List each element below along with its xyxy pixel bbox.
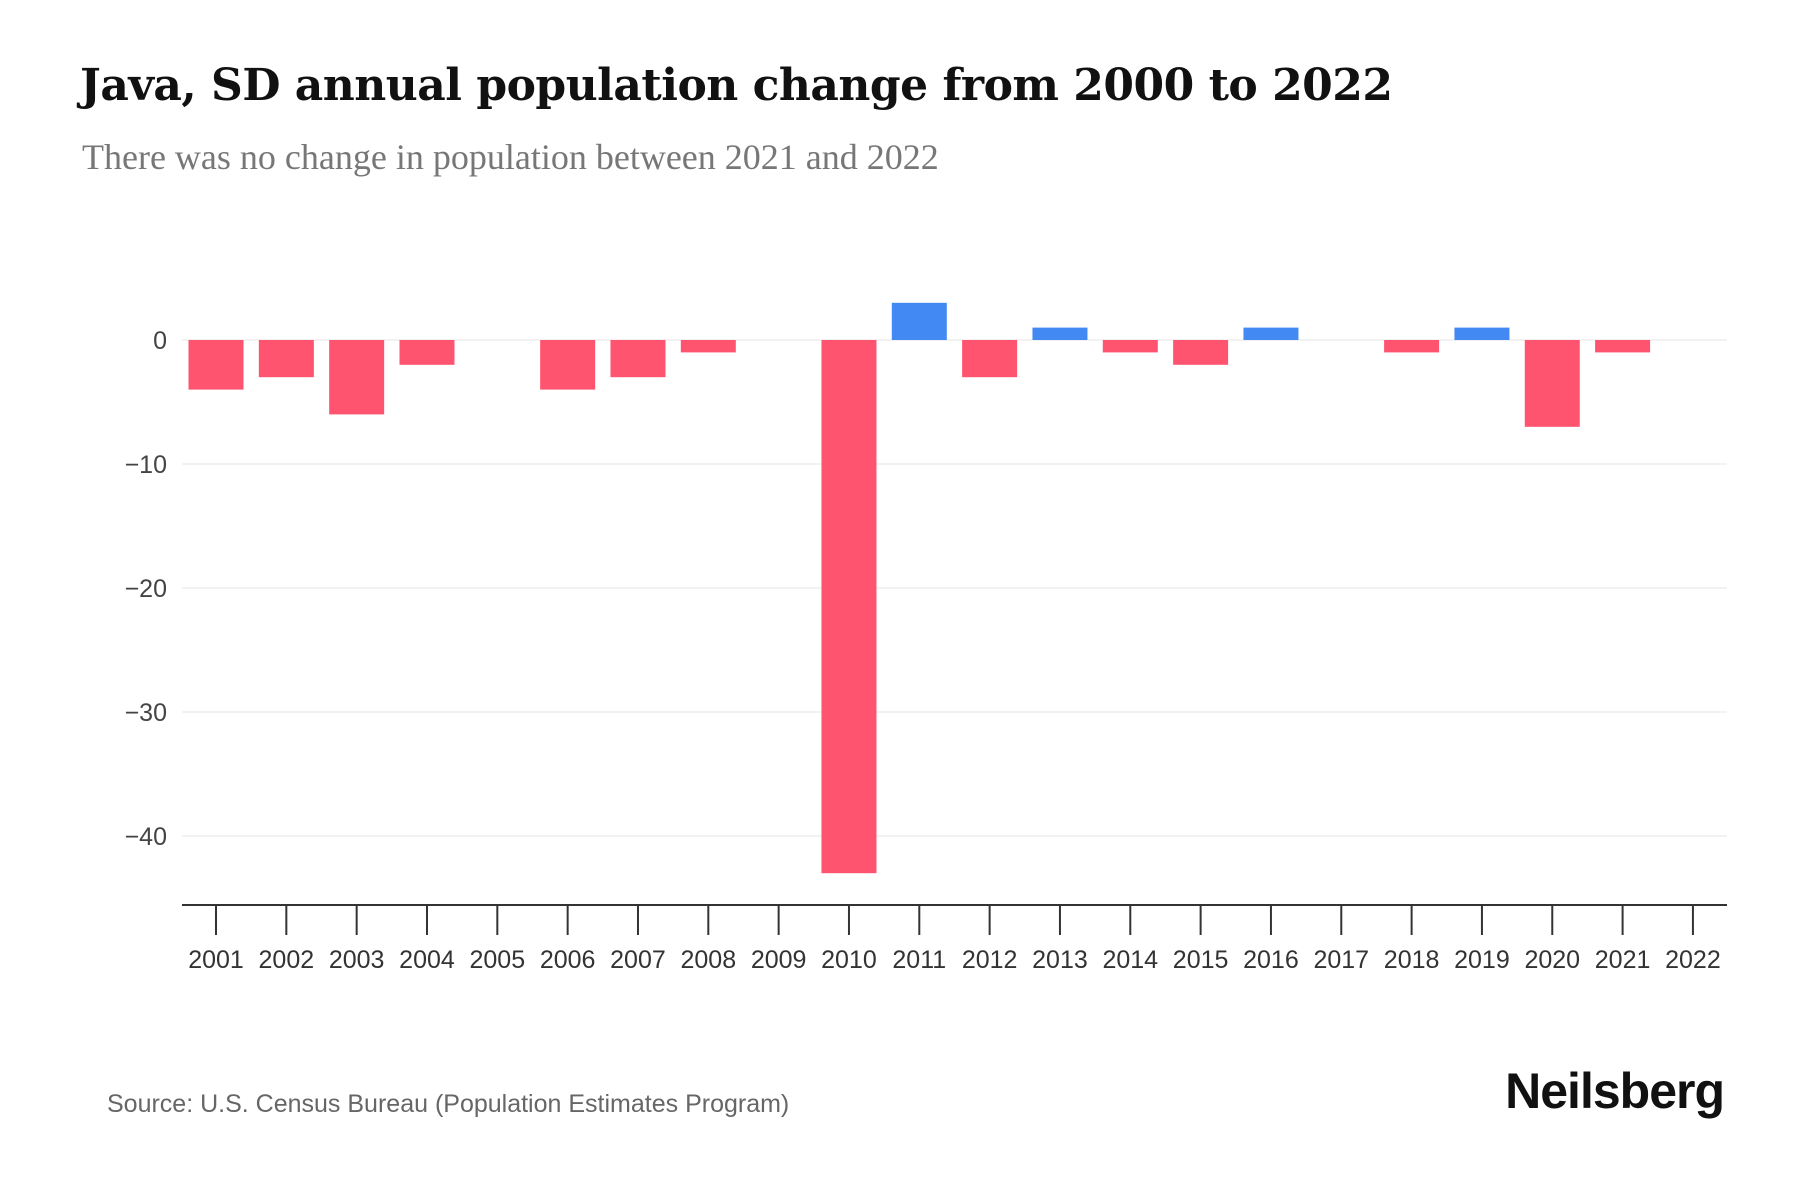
x-tick-label: 2022	[1665, 946, 1721, 974]
bar-2013	[1032, 327, 1088, 340]
bar-2003	[329, 340, 385, 415]
x-tick-label: 2016	[1243, 946, 1299, 974]
bar-2016	[1243, 327, 1299, 340]
x-tick-label: 2014	[1102, 946, 1158, 974]
chart-title: Java, SD annual population change from 2…	[80, 60, 1393, 111]
bar-2004	[399, 340, 455, 365]
bar-2002	[258, 340, 314, 378]
x-tick-label: 2009	[751, 946, 807, 974]
bar-2001	[188, 340, 244, 390]
x-tick-label: 2008	[680, 946, 736, 974]
bar-2008	[680, 340, 736, 353]
y-tick-label: 0	[153, 327, 167, 355]
bar-2010	[821, 340, 877, 874]
x-tick-label: 2013	[1032, 946, 1088, 974]
neilsberg-logo: Neilsberg	[1505, 1063, 1725, 1119]
x-tick-label: 2007	[610, 946, 666, 974]
bar-2007	[610, 340, 666, 378]
x-tick-label: 2011	[892, 946, 946, 974]
x-tick-label: 2006	[540, 946, 596, 974]
bar-2006	[540, 340, 596, 390]
x-tick-label: 2003	[329, 946, 385, 974]
source-note: Source: U.S. Census Bureau (Population E…	[107, 1090, 790, 1118]
x-tick-label: 2010	[821, 946, 877, 974]
bar-2021	[1595, 340, 1651, 353]
chart-subtitle: There was no change in population betwee…	[82, 137, 939, 177]
x-tick-label: 2015	[1173, 946, 1229, 974]
x-tick-label: 2012	[962, 946, 1018, 974]
bar-2012	[962, 340, 1018, 378]
x-tick-label: 2005	[470, 946, 526, 974]
bar-2014	[1102, 340, 1158, 353]
x-tick-label: 2001	[188, 946, 244, 974]
x-tick-label: 2002	[259, 946, 315, 974]
y-tick-label: −40	[125, 823, 167, 851]
bar-2018	[1384, 340, 1440, 353]
y-tick-label: −10	[125, 451, 167, 479]
bar-2015	[1173, 340, 1229, 365]
x-tick-label: 2021	[1595, 946, 1651, 974]
y-tick-label: −30	[125, 699, 167, 727]
x-tick-label: 2020	[1524, 946, 1580, 974]
x-tick-label: 2017	[1313, 946, 1369, 974]
x-tick-label: 2019	[1454, 946, 1510, 974]
bar-2011	[891, 302, 947, 340]
x-tick-label: 2018	[1384, 946, 1440, 974]
bar-2019	[1454, 327, 1510, 340]
y-tick-label: −20	[125, 575, 167, 603]
x-tick-label: 2004	[399, 946, 455, 974]
bar-2020	[1524, 340, 1580, 427]
